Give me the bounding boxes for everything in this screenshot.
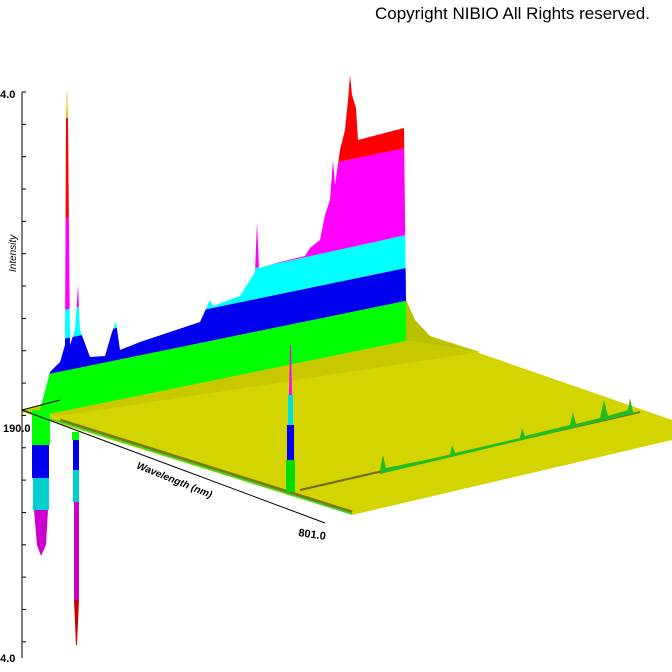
y-axis-label: Intensity bbox=[8, 234, 19, 272]
copyright-text: Copyright NIBIO All Rights reserved. bbox=[375, 4, 650, 23]
x-tick-start: 190.0 bbox=[3, 423, 31, 435]
negative-spike-2 bbox=[72, 432, 79, 645]
center-peak bbox=[286, 345, 295, 492]
x-tick-end: 801.0 bbox=[298, 527, 327, 543]
depth-axis bbox=[21, 399, 61, 411]
y-tick-top: 24.0 bbox=[0, 89, 15, 101]
intensity-ticks bbox=[22, 91, 26, 643]
band-green bbox=[40, 298, 420, 420]
scatter-ridge bbox=[59, 418, 353, 514]
floor-green-edge bbox=[21, 409, 353, 515]
wavelength-axis bbox=[21, 409, 326, 524]
wall-fade bbox=[406, 300, 470, 350]
right-floor-peaks bbox=[380, 398, 640, 474]
y-tick-bottom: 24.0 bbox=[0, 653, 15, 665]
negative-spike-1 bbox=[32, 410, 50, 556]
band-top bbox=[60, 75, 75, 118]
